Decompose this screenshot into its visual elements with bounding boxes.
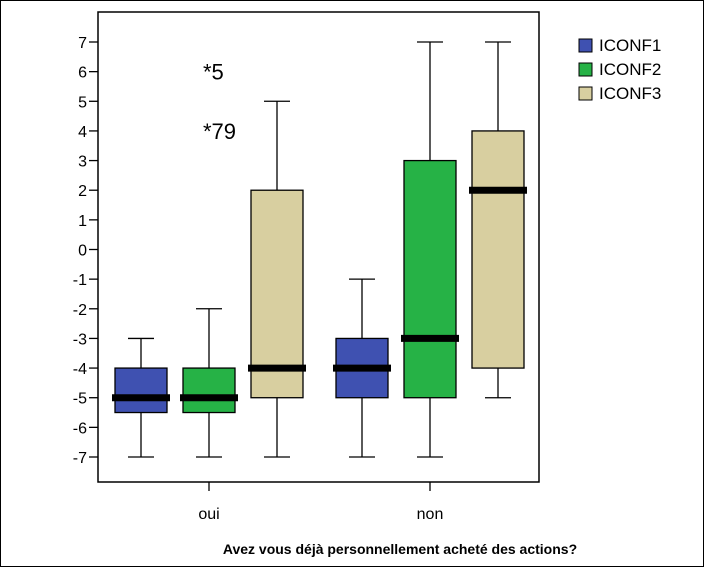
x-tick-label: oui: [198, 506, 219, 523]
box-iqr: [182, 367, 236, 414]
y-tick-label: -1: [73, 272, 87, 289]
legend-swatch: [578, 86, 593, 101]
y-tick-label: 4: [78, 124, 87, 141]
box-iconf3-non: [469, 41, 527, 399]
x-axis-title: Avez vous déjà personnellement acheté de…: [223, 541, 577, 557]
legend-label: ICONF1: [599, 36, 661, 55]
y-tick-label: 0: [78, 243, 87, 260]
box-iqr: [403, 159, 457, 399]
y-tick-label: -4: [73, 361, 87, 378]
box-iconf1-oui: [112, 337, 170, 458]
legend-swatch: [578, 62, 593, 77]
y-tick-label: 2: [78, 183, 87, 200]
outlier-label: *5: [203, 60, 224, 85]
legend-label: ICONF2: [599, 60, 661, 79]
x-tick-label: non: [417, 506, 444, 523]
y-tick-label: 3: [78, 154, 87, 171]
box-iconf2-non: [401, 41, 459, 458]
box-iqr: [114, 367, 168, 414]
y-tick-label: 1: [78, 213, 87, 230]
box-iqr: [471, 130, 525, 369]
box-iconf1-non: [333, 278, 391, 458]
y-tick-label: -5: [73, 391, 87, 408]
y-tick-label: 6: [78, 65, 87, 82]
y-tick-label: -3: [73, 331, 87, 348]
outlier-label: *79: [203, 119, 236, 144]
box-iqr: [250, 189, 304, 399]
plot-area: [97, 11, 540, 483]
y-tick-label: -6: [73, 420, 87, 437]
y-tick-label: -2: [73, 302, 87, 319]
legend-swatch: [578, 38, 593, 53]
y-tick-label: 7: [78, 35, 87, 52]
y-tick-label: -7: [73, 450, 87, 467]
box-iconf2-oui: [180, 308, 238, 458]
legend-label: ICONF3: [599, 84, 661, 103]
y-tick-label: 5: [78, 94, 87, 111]
box-iconf3-oui: [248, 100, 306, 458]
